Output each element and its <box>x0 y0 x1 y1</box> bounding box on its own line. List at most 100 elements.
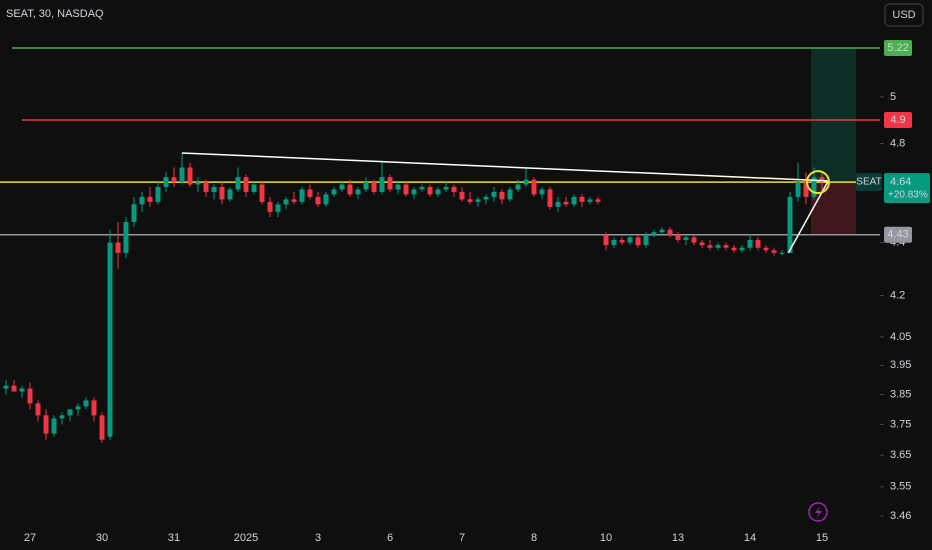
candle-body <box>723 245 729 248</box>
candle-body <box>99 415 105 440</box>
candle-body <box>275 204 281 212</box>
candle-body <box>795 182 801 197</box>
target-zone <box>811 48 856 183</box>
candle-body <box>227 189 233 200</box>
candle-body <box>755 239 761 248</box>
candle-body <box>19 388 25 392</box>
x-tick-label: 15 <box>816 532 828 544</box>
currency-button[interactable] <box>884 3 924 27</box>
candle-body <box>363 182 369 190</box>
y-tick-label: 3.75 <box>890 418 911 430</box>
candle-body <box>75 406 81 410</box>
candle-body <box>379 177 385 192</box>
y-tick-label: 3.85 <box>890 388 911 400</box>
x-tick-label: 14 <box>744 532 756 544</box>
candle-body <box>163 177 169 187</box>
candle-body <box>355 189 361 195</box>
candle-body <box>11 385 17 392</box>
candle-body <box>371 182 377 192</box>
candle-body <box>51 418 57 434</box>
candle-body <box>683 237 689 240</box>
candle-body <box>675 234 681 240</box>
change-label: +20.83% <box>888 190 928 201</box>
candle-body <box>35 403 41 416</box>
candle-body <box>315 196 321 205</box>
y-tick-label: 4.05 <box>890 331 911 343</box>
level-label: 4.9 <box>890 114 905 126</box>
price-label: 4.64 <box>890 176 911 188</box>
candle-body <box>667 229 673 235</box>
candle-body <box>507 189 513 200</box>
candle-body <box>435 189 441 195</box>
candle-body <box>555 201 561 207</box>
candle-body <box>323 194 329 205</box>
candle-body <box>539 189 545 195</box>
level-label: 4.43 <box>887 229 908 241</box>
level-label: 5.22 <box>887 42 908 54</box>
candle-body <box>787 196 793 253</box>
candle-body <box>131 204 137 223</box>
candle-body <box>331 189 337 195</box>
candle-body <box>811 177 817 197</box>
symbol-badge <box>856 173 882 192</box>
candle-body <box>283 199 289 205</box>
candle-body <box>123 222 129 253</box>
currency[interactable]: USD <box>892 9 915 21</box>
x-tick-label: 8 <box>531 532 537 544</box>
candle-body <box>59 415 65 419</box>
candle-body <box>459 191 465 200</box>
candle-body <box>627 237 633 243</box>
candle-body <box>403 184 409 195</box>
candle-body <box>643 234 649 246</box>
candle-body <box>299 189 305 202</box>
candle-body <box>43 415 49 434</box>
x-tick-label: 6 <box>387 532 393 544</box>
trendline <box>181 152 828 182</box>
candle-body <box>635 237 641 246</box>
x-tick-label: 13 <box>672 532 684 544</box>
candle-body <box>451 186 457 192</box>
stop-zone <box>811 182 856 235</box>
candle-body <box>659 229 665 233</box>
candle-body <box>571 196 577 205</box>
candle-body <box>259 184 265 202</box>
candle-body <box>27 388 33 404</box>
candle-body <box>83 400 89 407</box>
level-badge <box>884 40 912 57</box>
candle-body <box>619 239 625 243</box>
x-tick-label: 30 <box>96 532 108 544</box>
candle-body <box>763 247 769 251</box>
candle-body <box>307 189 313 197</box>
y-tick-label: 4.8 <box>890 137 905 149</box>
candle-body <box>803 182 809 197</box>
candle-body <box>547 189 553 207</box>
candle-body <box>771 250 777 253</box>
candle-body <box>499 191 505 200</box>
candle-body <box>491 191 497 197</box>
candle-body <box>3 385 9 389</box>
level-badge <box>884 112 912 129</box>
lightning-icon[interactable] <box>808 502 828 522</box>
candle-body <box>515 184 521 190</box>
candle-body <box>427 186 433 195</box>
y-tick-label: 3.95 <box>890 359 911 371</box>
highlight-circle <box>806 170 830 195</box>
candle-body <box>147 196 153 202</box>
candle-body <box>395 184 401 190</box>
candle-body <box>747 239 753 248</box>
x-tick-label: 3 <box>315 532 321 544</box>
chart-title: SEAT, 30, NASDAQ <box>6 8 104 20</box>
y-tick-label: 4.2 <box>890 289 905 301</box>
candle-body <box>819 177 825 183</box>
candle-body <box>411 189 417 195</box>
candle-body <box>91 400 97 416</box>
x-tick-label: 31 <box>168 532 180 544</box>
candle-body <box>419 186 425 190</box>
candle-body <box>731 247 737 251</box>
x-tick-label: 27 <box>24 532 36 544</box>
candle-body <box>243 177 249 192</box>
candle-body <box>523 179 529 185</box>
candle-body <box>115 242 121 253</box>
symbol-label: SEAT <box>856 177 881 188</box>
candle-body <box>291 199 297 202</box>
